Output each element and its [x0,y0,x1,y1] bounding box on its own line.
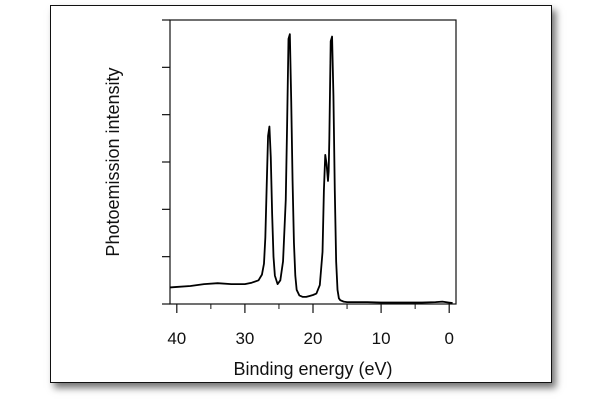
y-axis-label: Photoemission intensity [103,67,123,256]
spectrum-line [169,33,453,304]
x-tick-label-40: 40 [167,329,186,348]
figure-frame [50,5,552,383]
x-tick-label-10: 10 [372,329,391,348]
x-tick-label-30: 30 [235,329,254,348]
x-axis-label: Binding energy (eV) [233,359,392,379]
x-tick-label-20: 20 [304,329,323,348]
x-axis-ticks [176,304,450,313]
x-tick-label-0: 0 [444,329,453,348]
plot-frame [169,19,457,305]
x-axis-tick-labels: 40 30 20 10 0 [167,329,454,348]
y-axis-ticks [162,19,170,305]
